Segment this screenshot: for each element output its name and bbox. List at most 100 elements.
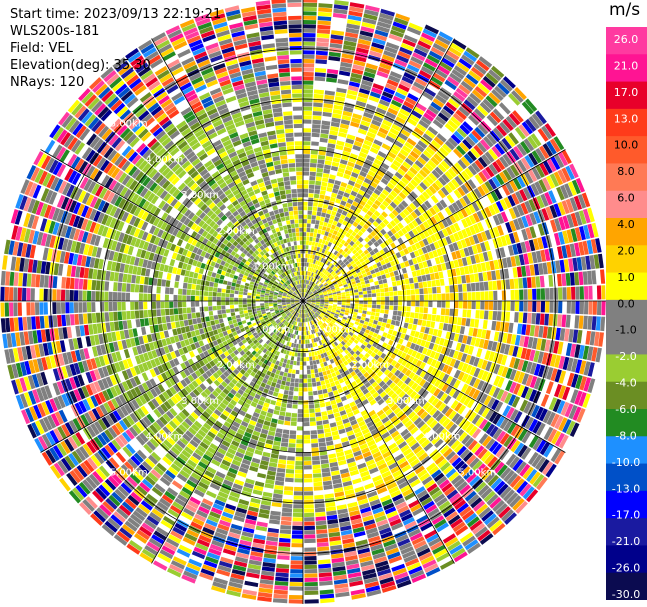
velocity-gate: [305, 335, 307, 340]
velocity-gate: [329, 174, 336, 180]
velocity-gate: [320, 301, 325, 304]
velocity-gate: [338, 70, 351, 77]
velocity-gate: [372, 83, 384, 91]
velocity-gate: [376, 21, 392, 29]
velocity-gate: [400, 242, 407, 250]
velocity-gate: [303, 58, 315, 64]
velocity-gate: [466, 192, 475, 203]
velocity-gate: [387, 282, 393, 287]
velocity-gate: [361, 313, 367, 318]
velocity-gate: [394, 206, 402, 214]
velocity-gate: [362, 287, 367, 292]
velocity-gate: [318, 0, 334, 4]
velocity-gate: [319, 589, 334, 595]
velocity-gate: [400, 42, 415, 52]
velocity-gate: [508, 267, 514, 279]
velocity-gate: [495, 269, 501, 280]
velocity-gate: [369, 318, 374, 324]
velocity-gate: [303, 460, 312, 466]
velocity-gate: [391, 209, 399, 217]
velocity-gate: [383, 139, 393, 147]
velocity-gate: [306, 232, 310, 237]
velocity-gate: [514, 334, 521, 346]
velocity-gate: [370, 230, 377, 237]
velocity-gate: [524, 348, 532, 361]
velocity-gate: [335, 175, 343, 182]
velocity-gate: [512, 323, 518, 334]
velocity-gate: [343, 253, 349, 258]
velocity-gate: [330, 34, 344, 40]
velocity-gate: [410, 179, 419, 188]
velocity-gate: [343, 241, 349, 247]
velocity-gate: [488, 163, 499, 175]
velocity-gate: [346, 296, 351, 299]
velocity-gate: [474, 126, 486, 138]
velocity-gate: [535, 148, 546, 162]
velocity-gate: [307, 258, 310, 263]
velocity-gate: [324, 271, 329, 276]
velocity-gate: [506, 333, 513, 344]
velocity-gate: [359, 258, 365, 263]
velocity-gate: [410, 306, 415, 313]
velocity-gate: [396, 87, 408, 96]
velocity-gate: [361, 240, 367, 246]
velocity-gate: [365, 5, 380, 13]
velocity-gate: [297, 335, 300, 340]
velocity-gate: [276, 559, 290, 565]
velocity-gate: [549, 287, 554, 300]
velocity-gate: [447, 168, 457, 178]
velocity-gate: [345, 293, 350, 297]
velocity-gate: [363, 276, 369, 281]
velocity-gate: [313, 291, 318, 294]
velocity-gate: [304, 538, 316, 544]
velocity-gate: [509, 220, 517, 232]
velocity-gate: [324, 298, 329, 300]
velocity-gate: [336, 271, 342, 276]
velocity-gate: [320, 230, 326, 235]
velocity-gate: [377, 321, 383, 326]
velocity-gate: [401, 311, 406, 317]
velocity-gate: [338, 74, 350, 81]
velocity-gate: [289, 590, 303, 595]
velocity-gate: [325, 278, 330, 282]
velocity-gate: [449, 214, 457, 224]
velocity-gate: [278, 375, 283, 381]
velocity-gate: [321, 239, 326, 245]
velocity-gate: [595, 316, 601, 331]
velocity-gate: [345, 305, 350, 309]
velocity-gate: [354, 295, 359, 298]
velocity-gate: [303, 240, 306, 245]
velocity-gate: [367, 293, 372, 298]
velocity-gate: [554, 154, 565, 168]
velocity-gate: [307, 214, 312, 220]
velocity-gate: [334, 275, 339, 280]
velocity-gate: [320, 185, 327, 191]
velocity-gate: [468, 114, 480, 126]
velocity-gate: [314, 76, 326, 82]
velocity-gate: [471, 201, 480, 212]
velocity-gate: [292, 365, 297, 370]
velocity-gate: [355, 240, 361, 246]
velocity-gate: [308, 395, 314, 400]
velocity-gate: [332, 272, 337, 277]
velocity-gate: [312, 356, 316, 361]
velocity-gate: [372, 263, 378, 269]
velocity-gate: [369, 196, 376, 203]
velocity-gate: [427, 307, 433, 314]
velocity-gate: [366, 58, 380, 66]
velocity-gate: [421, 166, 431, 175]
velocity-gate: [308, 291, 312, 295]
velocity-gate: [434, 39, 449, 50]
velocity-gate: [283, 372, 288, 377]
velocity-gate: [316, 37, 330, 43]
velocity-gate: [324, 249, 329, 255]
velocity-gate: [423, 229, 430, 238]
velocity-gate: [395, 252, 402, 259]
velocity-gate: [304, 573, 318, 578]
velocity-gate: [351, 117, 361, 124]
velocity-gate: [455, 325, 461, 334]
velocity-gate: [378, 181, 387, 189]
velocity-gate: [497, 186, 507, 198]
velocity-gate: [363, 230, 370, 237]
velocity-gate: [394, 232, 401, 240]
